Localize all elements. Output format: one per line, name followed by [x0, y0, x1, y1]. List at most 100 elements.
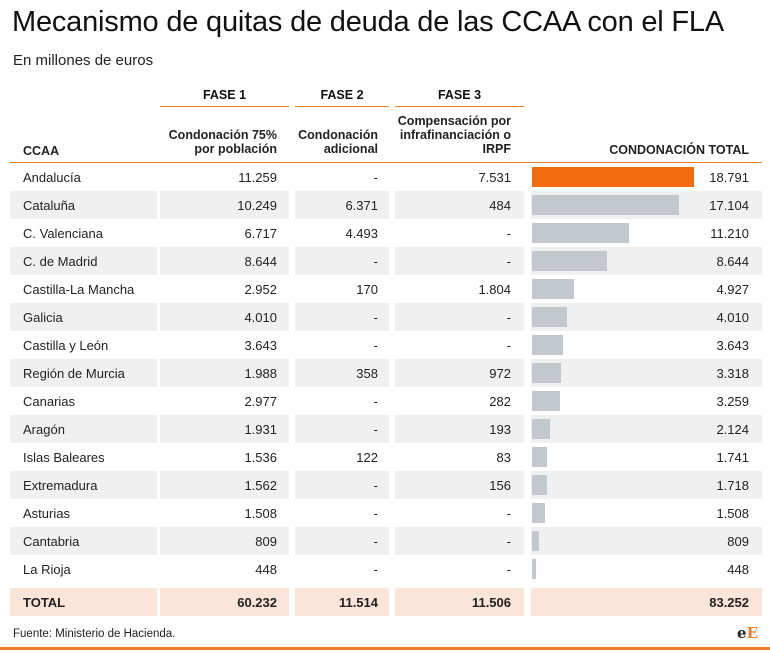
total-bar [532, 503, 545, 523]
chart-subtitle: En millones de euros [13, 52, 154, 69]
total-column-header: CONDONACIÓN TOTAL [609, 143, 749, 157]
ccaa-name: Región de Murcia [23, 366, 125, 381]
row-background [10, 415, 157, 443]
total-value: 18.791 [709, 170, 749, 185]
table-row: Canarias 2.977 - 282 3.259 [10, 387, 762, 415]
total-bar [532, 419, 550, 439]
row-background [295, 359, 389, 387]
ccaa-name: TOTAL [23, 595, 66, 610]
table-row: La Rioja 448 - - 448 [10, 555, 762, 583]
source-note: Fuente: Ministerio de Hacienda. [13, 628, 176, 640]
row-background [295, 527, 389, 555]
ccaa-name: Andalucía [23, 170, 81, 185]
table-row: C. Valenciana 6.717 4.493 - 11.210 [10, 219, 762, 247]
total-value: 4.010 [716, 310, 749, 325]
fase1-value: 2.977 [244, 394, 277, 409]
row-background [531, 471, 762, 499]
row-background [10, 303, 157, 331]
row-background [395, 527, 524, 555]
fase3-value: - [506, 338, 511, 353]
ccaa-name: C. Valenciana [23, 226, 103, 241]
fase3-value: 972 [489, 366, 511, 381]
ccaa-name: La Rioja [23, 562, 71, 577]
fase2-value: 170 [356, 282, 378, 297]
fase2-value: 358 [356, 366, 378, 381]
fase2-value: - [373, 310, 378, 325]
fase1-value: 11.259 [238, 170, 277, 185]
fase1-value: 2.952 [244, 282, 277, 297]
fase3-value: 7.531 [478, 170, 511, 185]
fase1-value: 1.931 [244, 422, 277, 437]
ccaa-column-header: CCAA [23, 144, 60, 158]
fase3-value: - [506, 226, 511, 241]
table-row: C. de Madrid 8.644 - - 8.644 [10, 247, 762, 275]
ccaa-name: Islas Baleares [23, 450, 105, 465]
publisher-logo: eE [737, 624, 758, 642]
fase2-value: - [373, 534, 378, 549]
fase3-value: - [506, 310, 511, 325]
fase2-value: 122 [356, 450, 378, 465]
fase2-value: - [373, 254, 378, 269]
fase2-value: 4.493 [345, 226, 378, 241]
chart-title: Mecanismo de quitas de deuda de las CCAA… [12, 6, 724, 38]
footer-divider [0, 647, 770, 650]
row-background [531, 588, 762, 616]
ccaa-name: Extremadura [23, 478, 98, 493]
table-row: Castilla y León 3.643 - - 3.643 [10, 331, 762, 359]
row-background [10, 247, 157, 275]
row-background [160, 527, 289, 555]
fase3-value: 156 [489, 478, 511, 493]
fase2-value: - [373, 506, 378, 521]
row-background [160, 247, 289, 275]
row-background [295, 588, 389, 616]
fase2-value: - [373, 562, 378, 577]
fase3-value: - [506, 534, 511, 549]
row-background [10, 527, 157, 555]
table-row: Aragón 1.931 - 193 2.124 [10, 415, 762, 443]
row-background [10, 471, 157, 499]
row-background [160, 588, 289, 616]
row-background [395, 303, 524, 331]
row-background [395, 247, 524, 275]
fase1-value: 6.717 [244, 226, 277, 241]
phase-1-header: FASE 1 [160, 88, 289, 107]
total-value: 448 [727, 562, 749, 577]
fase1-value: 448 [255, 562, 277, 577]
total-bar [532, 307, 567, 327]
ccaa-name: Cantabria [23, 534, 80, 549]
total-value: 3.643 [716, 338, 749, 353]
table-row: Castilla-La Mancha 2.952 170 1.804 4.927 [10, 275, 762, 303]
row-background [160, 359, 289, 387]
total-value: 2.124 [716, 422, 749, 437]
fase3-value: 282 [489, 394, 511, 409]
total-value: 809 [727, 534, 749, 549]
row-background [295, 415, 389, 443]
fase1-value: 3.643 [244, 338, 277, 353]
row-background [160, 191, 289, 219]
total-bar [532, 559, 536, 579]
fase1-value: 1.988 [244, 366, 277, 381]
fase2-value: - [373, 478, 378, 493]
fase3-value: - [506, 254, 511, 269]
fase3-value: 11.506 [471, 595, 511, 610]
total-bar [532, 279, 574, 299]
header-divider [10, 162, 762, 163]
fase1-column-header: Condonación 75% por población [168, 128, 277, 156]
fase2-value: - [373, 394, 378, 409]
row-background [395, 359, 524, 387]
fase1-value: 1.536 [244, 450, 277, 465]
total-value: 3.259 [716, 394, 749, 409]
row-background [295, 471, 389, 499]
row-background [160, 303, 289, 331]
total-bar [532, 335, 563, 355]
row-background [395, 588, 524, 616]
row-background [295, 303, 389, 331]
total-value: 17.104 [709, 198, 749, 213]
table-row: Extremadura 1.562 - 156 1.718 [10, 471, 762, 499]
phase-3-header: FASE 3 [395, 88, 524, 107]
row-background [531, 527, 762, 555]
fase2-value: - [373, 422, 378, 437]
fase2-value: 6.371 [345, 198, 378, 213]
fase1-value: 4.010 [244, 310, 277, 325]
fase3-value: 193 [489, 422, 511, 437]
